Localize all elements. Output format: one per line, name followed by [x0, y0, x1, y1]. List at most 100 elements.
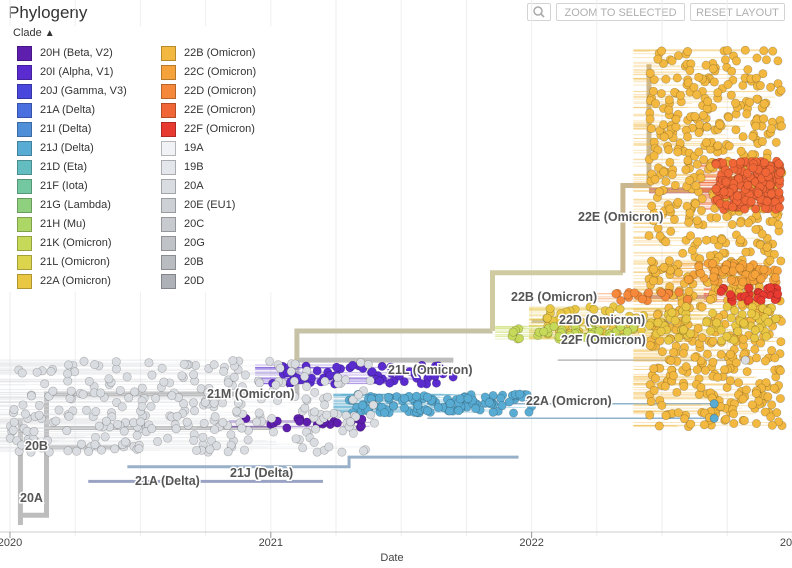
tip-point — [752, 53, 762, 63]
tip-point — [661, 74, 671, 84]
tip-point — [210, 425, 220, 435]
tip-point — [672, 73, 682, 83]
tip-point — [766, 412, 776, 422]
tip-point — [199, 418, 209, 428]
tip-point — [84, 447, 94, 457]
zoom-to-selected-button[interactable]: ZOOM TO SELECTED — [556, 3, 685, 21]
tip-point — [747, 400, 757, 410]
tip-point — [433, 403, 443, 413]
tip-point — [709, 413, 719, 423]
tip-point — [256, 394, 266, 404]
tip-point — [722, 302, 732, 312]
tip-point — [729, 418, 739, 428]
tip-point — [685, 208, 695, 218]
tip-point — [651, 99, 661, 109]
legend-swatch — [161, 141, 176, 156]
tip-point — [708, 64, 718, 74]
tip-point — [716, 287, 726, 297]
tip-point — [659, 120, 669, 130]
reset-layout-button[interactable]: RESET LAYOUT — [690, 3, 785, 21]
tip-point — [723, 168, 733, 178]
tip-point — [679, 381, 689, 391]
tip-point — [717, 235, 727, 245]
tip-point — [733, 326, 743, 336]
legend-item-label: 20D — [184, 275, 205, 287]
tip-point — [759, 114, 769, 124]
tip-point — [496, 393, 506, 403]
branch-label: 22E (Omicron) — [578, 210, 663, 224]
zoom-icon-button[interactable] — [527, 3, 551, 21]
tip-point — [755, 81, 765, 91]
tip-point — [772, 408, 782, 418]
tip-point — [291, 434, 301, 444]
x-axis-label: Date — [380, 552, 403, 564]
tip-point — [132, 430, 142, 440]
tip-point — [670, 316, 680, 326]
tip-point — [157, 363, 167, 373]
tip-point — [616, 296, 626, 306]
tip-point — [661, 177, 671, 187]
tree-branch — [620, 64, 652, 273]
tip-point — [664, 256, 674, 266]
tip-point — [645, 68, 655, 78]
tip-point — [686, 419, 696, 429]
tip-point — [701, 60, 711, 70]
tip-point — [743, 180, 753, 190]
tip-point — [255, 378, 265, 388]
tip-point — [765, 180, 775, 190]
tip-point — [746, 197, 756, 207]
branch-label: 22B (Omicron) — [511, 290, 597, 304]
tip-point — [320, 400, 330, 410]
tip-point — [589, 304, 599, 314]
tip-point — [750, 325, 760, 335]
tip-point — [81, 405, 91, 415]
tip-point — [649, 75, 659, 85]
tip-point — [200, 397, 210, 407]
tip-point — [655, 336, 665, 346]
branch-label: 21M (Omicron) — [207, 387, 295, 401]
tip-point — [667, 170, 677, 180]
tip-point — [683, 78, 693, 88]
tip-point — [218, 398, 228, 408]
tip-point — [761, 55, 771, 65]
tip-point — [730, 98, 740, 108]
tip-point — [290, 359, 300, 369]
tip-point — [113, 419, 123, 429]
tip-point — [26, 391, 36, 401]
tip-point — [240, 370, 250, 380]
tip-point — [117, 402, 127, 412]
tip-point — [190, 406, 200, 416]
tip-point — [484, 397, 494, 407]
tip-point — [751, 419, 761, 429]
tip-point — [725, 290, 735, 300]
tip-point — [673, 197, 683, 207]
tip-point — [455, 394, 465, 404]
tip-point — [699, 420, 709, 430]
tip-point — [289, 376, 299, 386]
tip-point — [748, 131, 758, 141]
tip-point — [684, 286, 694, 296]
tip-point — [147, 370, 157, 380]
tip-point — [9, 404, 19, 414]
magnifier-icon — [533, 6, 545, 18]
tip-point — [752, 353, 762, 363]
tip-point — [728, 202, 738, 212]
tip-point — [696, 268, 706, 278]
tip-point — [775, 168, 785, 178]
tip-point — [775, 394, 785, 404]
tip-point — [742, 109, 752, 119]
tip-point — [63, 446, 73, 456]
legend-item-label: 20G — [184, 237, 205, 249]
tip-point — [310, 407, 320, 417]
tip-point — [692, 159, 702, 169]
tip-point — [416, 379, 426, 389]
legend-swatch — [17, 179, 32, 194]
tip-point — [616, 322, 626, 332]
tip-point — [673, 147, 683, 157]
legend-toggle[interactable]: Clade ▲ — [13, 27, 55, 39]
branch-label: 22A (Omicron) — [526, 394, 612, 408]
tip-point — [584, 315, 594, 325]
tip-point — [661, 411, 671, 421]
tip-point — [383, 392, 393, 402]
